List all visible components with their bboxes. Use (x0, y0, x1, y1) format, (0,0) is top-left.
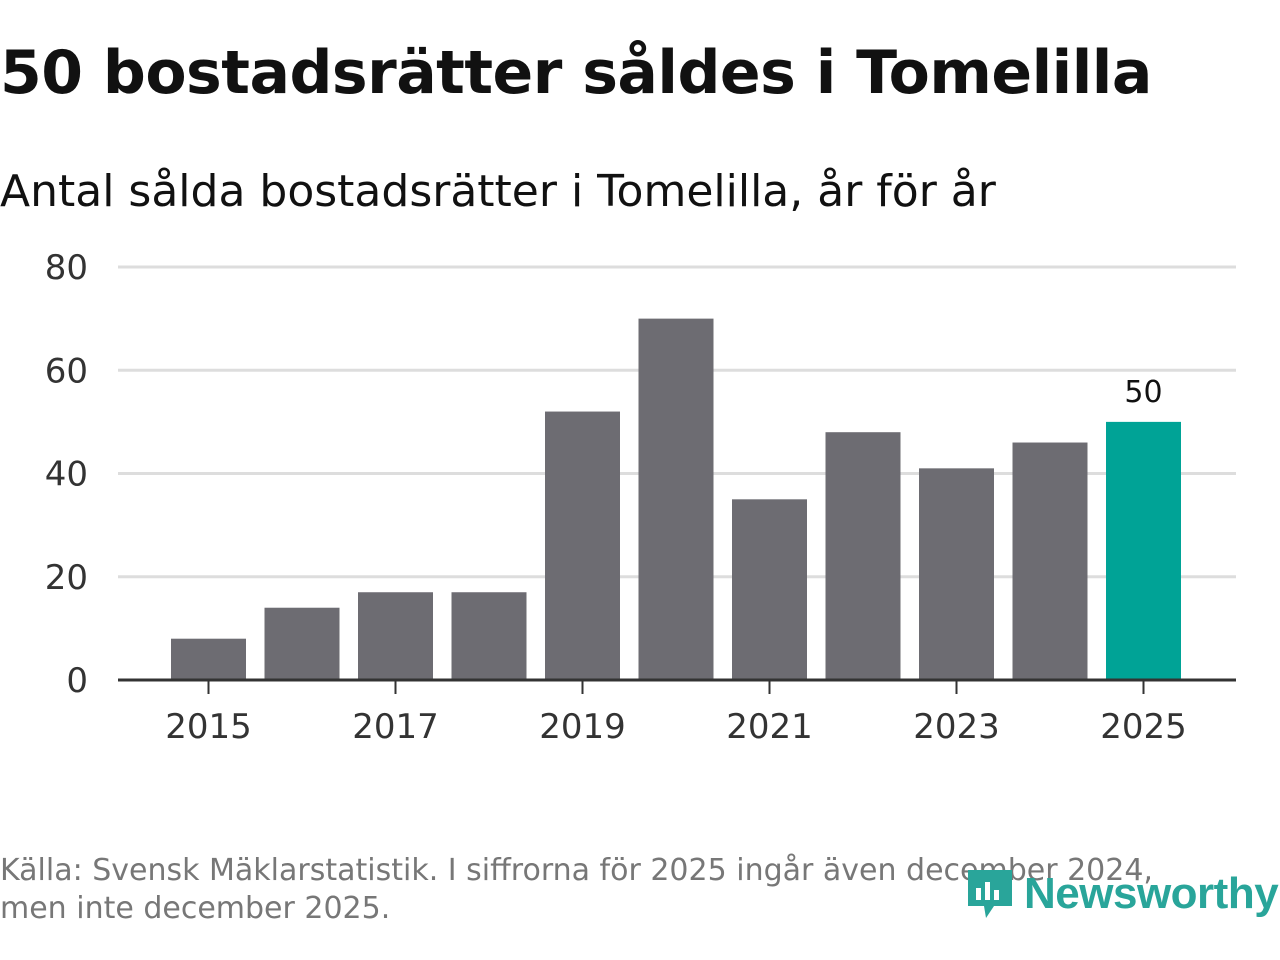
x-tick-label: 2023 (913, 707, 1000, 747)
newsworthy-logo-text: Newsworthy (1024, 869, 1279, 918)
newsworthy-logo: Newsworthy (964, 862, 1279, 926)
x-tick-label: 2019 (539, 707, 626, 747)
bar-2018 (451, 592, 527, 680)
source-note-line-1: Källa: Svensk Mäklarstatistik. I siffror… (0, 853, 1153, 888)
y-tick-label: 40 (45, 455, 88, 495)
bar-2021 (732, 499, 807, 680)
source-note: Källa: Svensk Mäklarstatistik. I siffror… (0, 852, 1200, 928)
x-tick-label: 2025 (1100, 707, 1187, 747)
bar-2022 (825, 432, 901, 680)
newsworthy-logo-icon (968, 870, 1012, 918)
x-axis: 2015 2017 2019 2021 2023 2025 (118, 678, 1236, 747)
bar-2019 (545, 411, 620, 680)
bars (171, 318, 1181, 680)
chart-subtitle: Antal sålda bostadsrätter i Tomelilla, å… (0, 166, 996, 217)
value-label: 50 (1124, 375, 1162, 410)
y-tick-label: 20 (45, 558, 88, 598)
y-axis-ticks: 0 20 40 60 80 (45, 248, 88, 701)
bar-2020 (638, 318, 714, 680)
chart-title: 50 bostadsrätter såldes i Tomelilla (0, 38, 1152, 108)
x-tick-label: 2021 (726, 707, 813, 747)
x-tick-label: 2017 (352, 707, 439, 747)
bar-2016 (264, 607, 340, 680)
value-labels: 50 (1124, 375, 1162, 410)
y-tick-label: 60 (45, 351, 88, 391)
y-tick-label: 0 (66, 661, 88, 701)
bar-2017 (358, 592, 433, 680)
bar-2024 (1012, 442, 1088, 680)
bar-2025 (1106, 421, 1181, 680)
source-note-line-2: men inte december 2025. (0, 891, 391, 926)
bar-2023 (919, 468, 994, 680)
y-tick-label: 80 (45, 248, 88, 288)
x-tick-label: 2015 (165, 707, 252, 747)
bar-2015 (171, 638, 246, 680)
